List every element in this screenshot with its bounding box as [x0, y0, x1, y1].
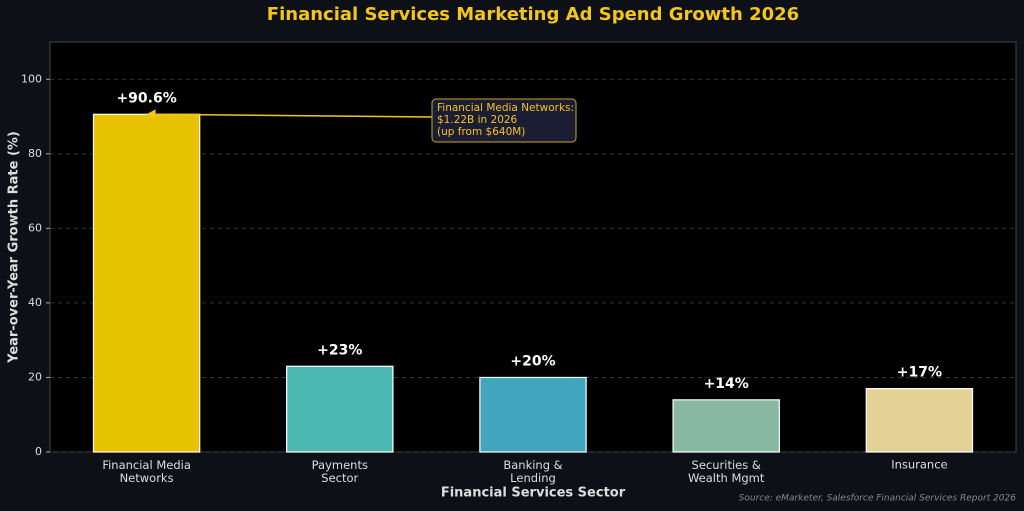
- bar: [865, 388, 974, 453]
- bar: [479, 376, 587, 453]
- y-tick-label: 80: [28, 147, 42, 160]
- annotation: Financial Media Networks: $1.22B in 2026(…: [437, 102, 574, 138]
- x-tick-label: Banking & Lending: [503, 458, 562, 485]
- chart-title: Financial Services Marketing Ad Spend Gr…: [267, 4, 799, 25]
- x-tick-label: Insurance: [891, 458, 947, 472]
- bar: [286, 365, 394, 453]
- annotation-box: [431, 98, 577, 143]
- annotation-arrow: [150, 113, 433, 118]
- x-axis-label: Financial Services Sector: [441, 486, 626, 501]
- value-label: +14%: [704, 376, 749, 392]
- bar: [92, 113, 201, 453]
- x-tick-label: Financial Media Networks: [102, 458, 191, 485]
- value-label: +90.6%: [116, 90, 176, 106]
- y-tick-label: 100: [21, 72, 42, 85]
- y-tick-label: 40: [28, 296, 42, 309]
- value-label: +20%: [510, 353, 555, 369]
- y-tick-label: 20: [28, 370, 42, 383]
- annotation-arrowhead: [146, 109, 156, 120]
- value-label: +23%: [317, 342, 362, 358]
- y-axis-label: Year-over-Year Growth Rate (%): [7, 131, 22, 364]
- x-tick-label: Payments Sector: [312, 458, 368, 485]
- y-tick-label: 60: [28, 221, 42, 234]
- source: Source: eMarketer, Salesforce Financial …: [739, 494, 1017, 504]
- y-tick-label: 0: [35, 445, 42, 458]
- x-tick-label: Securities & Wealth Mgmt: [688, 458, 765, 485]
- value-label: +17%: [897, 365, 942, 381]
- bar: [672, 399, 780, 453]
